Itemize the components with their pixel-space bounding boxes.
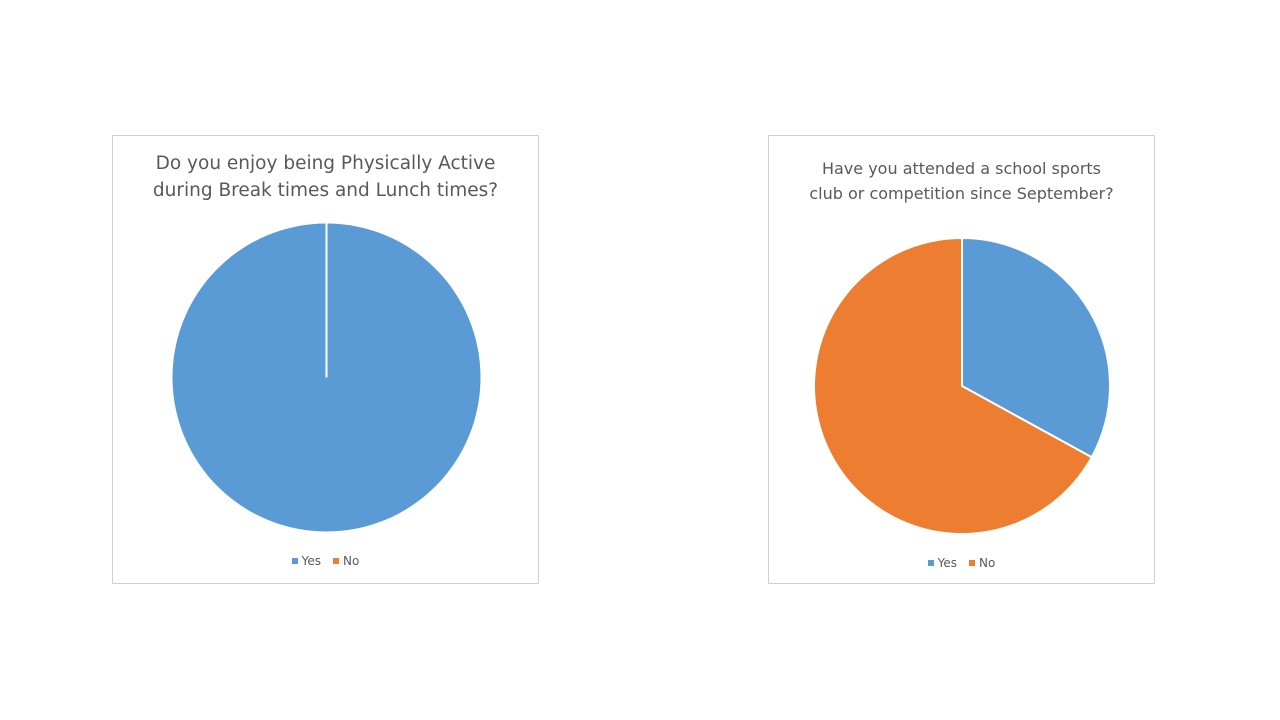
chart-title: Do you enjoy being Physically Active dur… [152,153,499,201]
legend-swatch-yes [291,558,298,564]
legend-label-no: No [979,556,996,570]
legend-swatch-no [969,560,976,566]
legend-item-no: No [333,554,359,568]
legend-label-yes: Yes [301,554,322,568]
legend-item-yes: Yes [291,554,322,568]
chart-legend: Yes No [769,556,1154,570]
legend-label-no: No [343,554,360,568]
chart-panel-sports-club: Have you attended a school sports club o… [768,135,1155,584]
legend-swatch-no [333,558,340,564]
pie-chart [172,223,481,532]
chart-legend: Yes No [113,554,538,568]
chart-panel-physically-active: Do you enjoy being Physically Active dur… [112,135,539,584]
legend-swatch-yes [927,560,934,566]
legend-label-yes: Yes [937,556,958,570]
pie-slice-no [813,237,1093,535]
pie-chart [813,237,1111,535]
legend-item-no: No [969,556,995,570]
chart-title: Have you attended a school sports club o… [809,159,1114,203]
pie-slice-yes [961,237,1111,459]
legend-item-yes: Yes [927,556,958,570]
